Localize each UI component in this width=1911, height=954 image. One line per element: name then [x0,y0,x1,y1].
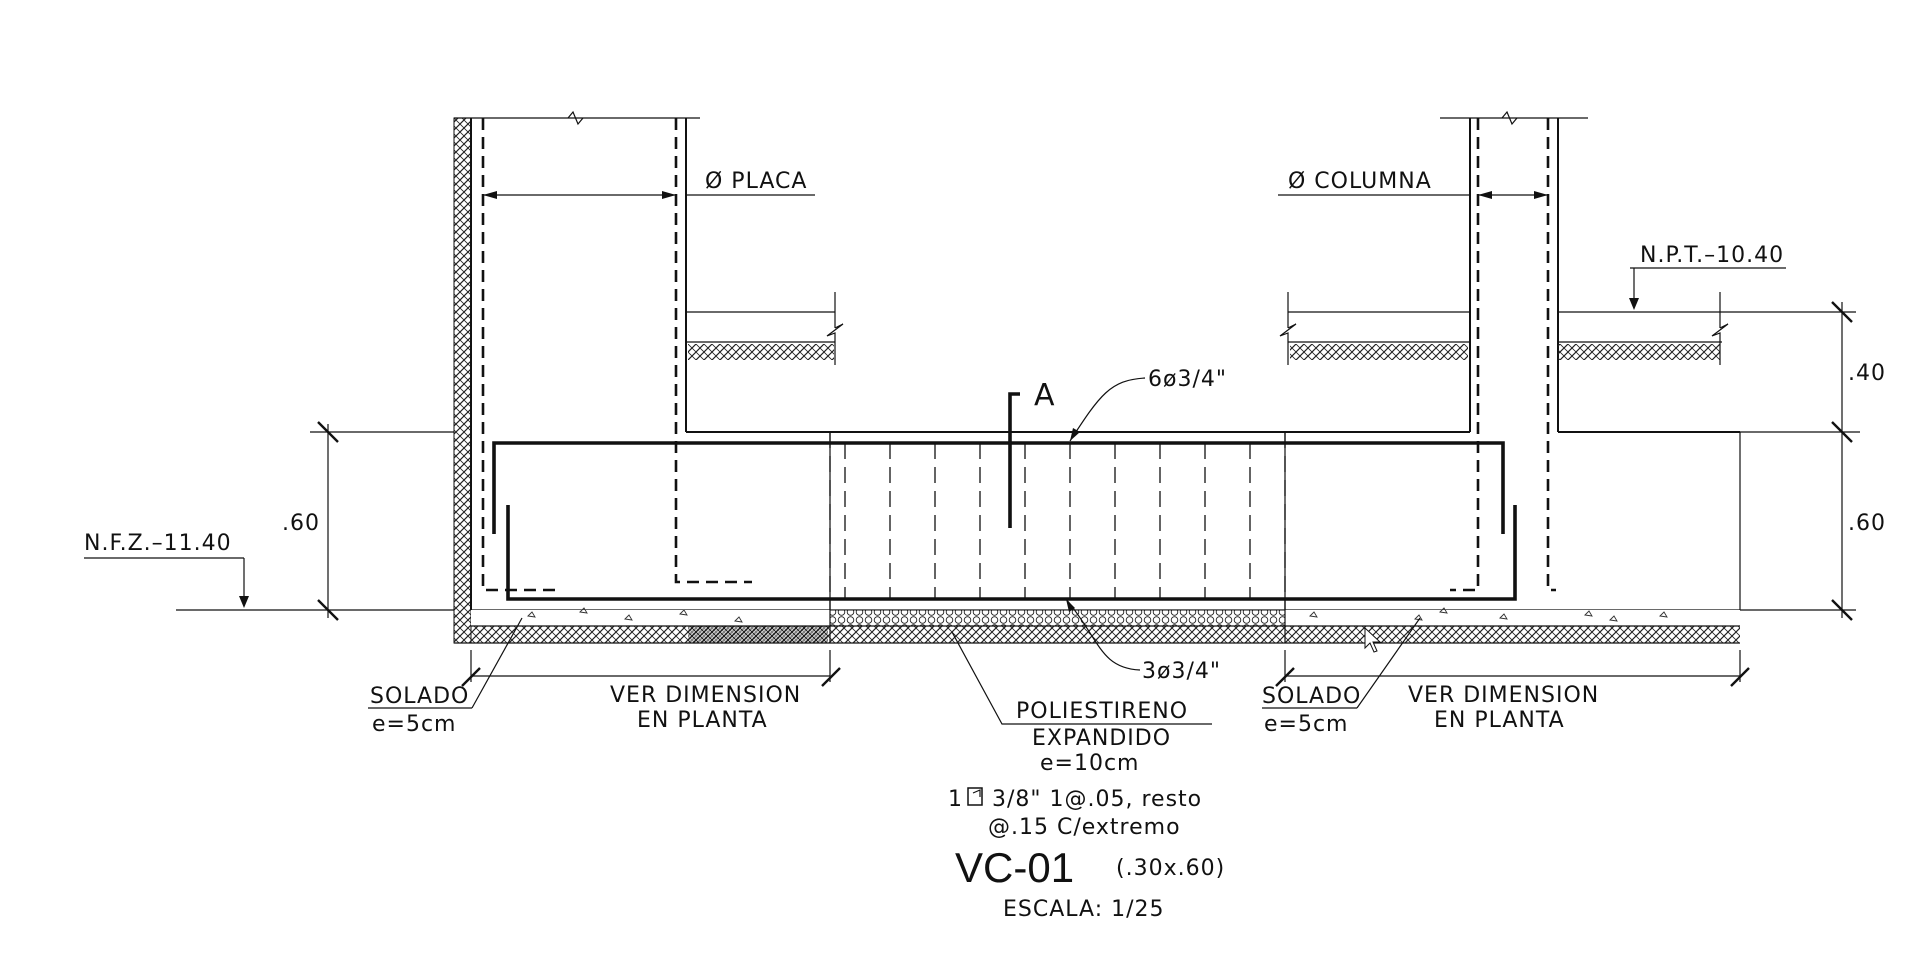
nfz-level-marker: N.F.Z.–11.40 [84,531,249,608]
title-block: VC-01 (.30x.60) ESCALA: 1/25 [955,844,1225,922]
right-slabs [1279,292,1856,365]
left-height-dimension: .60 [282,421,454,621]
npt-label: N.P.T.–10.40 [1640,243,1784,268]
solado-right-label: SOLADO [1262,684,1361,709]
top-bars-callout: 6ø3/4" [1069,367,1227,442]
poli-line3: e=10cm [1040,751,1140,776]
ver-dim-right-line1: VER DIMENSION [1408,683,1599,708]
solado-left-thickness: e=5cm [372,712,457,737]
section-mark-label: A [1034,378,1056,413]
solado-right-thickness: e=5cm [1264,712,1349,737]
ver-dimension-left: VER DIMENSION EN PLANTA [610,683,801,733]
stirrup-square-icon [967,787,983,806]
right-40-label: .40 [1848,361,1886,386]
ver-dim-right-line2: EN PLANTA [1434,708,1565,733]
stirrup-spec-line2: @.15 C/extremo [988,815,1181,840]
left-60-label: .60 [282,511,320,536]
solado-right-callout: SOLADO e=5cm [1262,617,1421,737]
beam-size: (.30x.60) [1116,856,1225,881]
poli-line2: EXPANDIDO [1032,726,1171,751]
ver-dim-left-line2: EN PLANTA [637,708,768,733]
stirrup-spec-prefix: 1 [948,787,963,812]
left-wall [453,110,1470,644]
poli-line1: POLIESTIRENO [1016,699,1188,724]
bottom-dimensions [461,650,1750,687]
stirrup-spec: 1 3/8" 1@.05, resto @.15 C/extremo [948,787,1202,840]
solado-and-ground [454,432,1740,644]
polystyrene-block [829,609,1286,627]
columna-dimension: Ø COLUMNA [1278,169,1548,199]
solado-left-callout: SOLADO e=5cm [368,617,523,737]
ver-dimension-right: VER DIMENSION EN PLANTA [1408,683,1599,733]
section-mark: A [1008,378,1056,528]
solado-left-label: SOLADO [370,684,469,709]
npt-level-marker: N.P.T.–10.40 [1629,243,1786,310]
right-60-label: .60 [1848,511,1886,536]
top-bars-label: 6ø3/4" [1148,367,1227,392]
columna-label: Ø COLUMNA [1288,169,1432,194]
bottom-bars-callout: 3ø3/4" [1065,598,1221,684]
polystyrene-callout: POLIESTIRENO EXPANDIDO e=10cm [951,631,1212,776]
nfz-label: N.F.Z.–11.40 [84,531,232,556]
main-bars [492,441,1517,601]
placa-label: Ø PLACA [705,169,807,194]
stirrup-spec-line1: 3/8" 1@.05, resto [992,787,1202,812]
right-column [1440,110,1741,610]
drawing-scale: ESCALA: 1/25 [1003,897,1165,922]
beam-code: VC-01 [955,844,1074,891]
mouse-pointer-icon [1364,626,1382,653]
right-height-dimension: .40 .60 [1740,301,1886,621]
left-slab [686,292,844,365]
ver-dim-left-line1: VER DIMENSION [610,683,801,708]
placa-reinforcement [481,118,752,592]
stirrups [829,432,1286,610]
bottom-bars-label: 3ø3/4" [1142,659,1221,684]
placa-dimension: Ø PLACA [483,169,815,199]
